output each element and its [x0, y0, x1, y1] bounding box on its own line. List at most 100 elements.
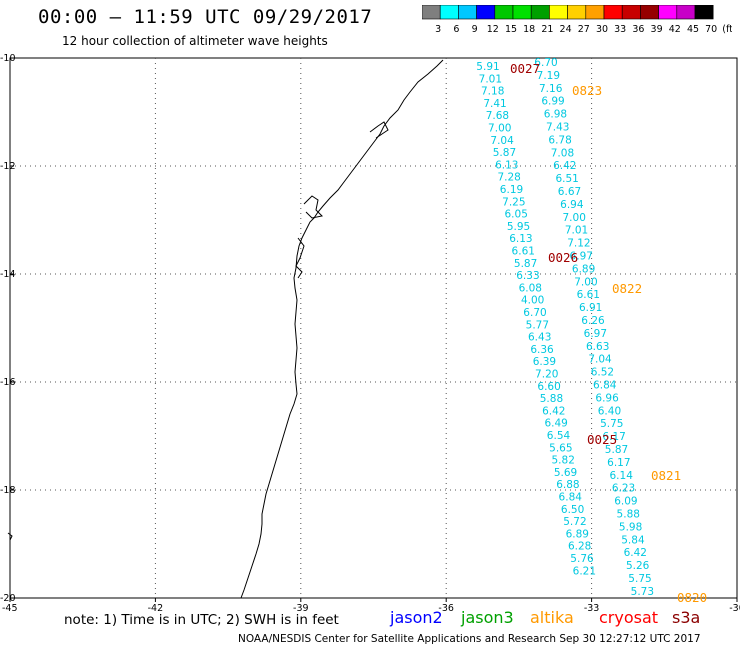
track-a-value: 6.43: [528, 332, 551, 344]
track-a-value: 7.18: [481, 86, 504, 98]
track-a-value: 6.89: [566, 528, 589, 540]
track-a-value: 6.13: [495, 159, 518, 171]
track-a-value: 6.19: [500, 184, 523, 196]
track-b-value: 6.61: [577, 289, 600, 301]
lon-tick-label: -42: [148, 603, 164, 614]
altika-pass-label: 0822: [612, 281, 642, 296]
track-a-value: 5.82: [552, 455, 575, 467]
lon-tick-label: -33: [584, 603, 600, 614]
track-b-value: 6.42: [553, 160, 576, 172]
track-a-value: 7.04: [490, 135, 514, 147]
colorbar-label: 42: [669, 24, 681, 35]
track-b-value: 6.70: [534, 57, 557, 69]
track-a-value: 7.68: [486, 110, 509, 122]
track-a-value: 6.28: [568, 541, 591, 553]
track-a-value: 7.41: [483, 98, 506, 110]
track-b-value: 5.87: [605, 444, 628, 456]
track-b-value: 6.94: [560, 199, 584, 211]
track-a-value: 5.72: [563, 516, 586, 528]
track-b-value: 6.84: [593, 380, 617, 392]
track-b-value: 5.88: [617, 509, 640, 521]
colorbar-swatch: [694, 5, 714, 20]
track-b-value: 5.73: [631, 586, 654, 598]
colorbar-label: 12: [487, 24, 499, 35]
lat-tick-label: -16: [0, 377, 16, 388]
track-a-value: 6.84: [559, 492, 583, 504]
track-a-value: 6.21: [573, 565, 596, 577]
track-b-value: 7.01: [565, 225, 588, 237]
colorbar-label: 45: [687, 24, 699, 35]
track-b-value: 6.97: [584, 328, 607, 340]
colorbar-label: 30: [596, 24, 608, 35]
cryosat-pass-label: 0027: [510, 61, 540, 76]
track-a-value: 5.77: [526, 319, 549, 331]
track-a-value: 6.60: [537, 381, 560, 393]
track-b-value: 6.40: [598, 405, 621, 417]
track-a-value: 6.33: [516, 270, 539, 282]
island-outline: [7, 532, 13, 541]
track-b-value: 7.00: [563, 212, 586, 224]
track-a-value: 7.00: [488, 123, 511, 135]
lon-tick-label: -39: [293, 603, 309, 614]
estuary-outline: [295, 237, 305, 279]
track-b-value: 5.26: [626, 560, 650, 572]
track-b-value: 6.09: [614, 496, 637, 508]
track-a-value: 6.61: [512, 246, 535, 258]
track-a-value: 6.70: [523, 307, 546, 319]
map-subtitle: 12 hour collection of altimeter wave hei…: [62, 34, 328, 48]
track-b-value: 7.19: [537, 70, 560, 82]
track-b-value: 6.78: [548, 134, 571, 146]
bay-outline: [369, 121, 389, 139]
lon-tick-label: -45: [2, 603, 18, 614]
track-b-value: 6.51: [555, 173, 578, 185]
legend-jason2: jason2: [390, 608, 443, 627]
track-a-value: 6.49: [544, 418, 567, 430]
colorbar-label: 9: [472, 24, 478, 35]
colorbar-label: 33: [614, 24, 626, 35]
track-a-value: 5.88: [540, 393, 563, 405]
track-b-value: 6.63: [586, 341, 609, 353]
track-a-value: 4.00: [521, 295, 544, 307]
track-a-value: 6.42: [542, 405, 565, 417]
lat-tick-label: -14: [0, 269, 16, 280]
colorbar-label: (ft): [722, 24, 732, 35]
track-b-value: 6.98: [544, 109, 567, 121]
track-b-value: 6.97: [570, 251, 593, 263]
track-a-value: 7.20: [535, 369, 558, 381]
track-a-value: 6.13: [509, 233, 532, 245]
colorbar-label: 27: [578, 24, 590, 35]
track-a-value: 5.91: [476, 61, 499, 73]
track-b-value: 6.99: [541, 96, 564, 108]
colorbar-label: 3: [435, 24, 441, 35]
track-a-value: 6.54: [547, 430, 571, 442]
track-b-value: 6.89: [572, 263, 595, 275]
track-b-value: 7.04: [588, 354, 612, 366]
track-a-value: 6.36: [530, 344, 554, 356]
track-a-value: 5.87: [493, 147, 516, 159]
track-b-value: 6.67: [558, 186, 581, 198]
colorbar-label: 18: [523, 24, 535, 35]
track-b-value: 5.75: [628, 573, 651, 585]
colorbar-label: 6: [453, 24, 459, 35]
track-a-value: 6.05: [505, 209, 528, 221]
track-b-value: 6.17: [607, 457, 630, 469]
altika-pass-label: 0821: [651, 468, 681, 483]
track-a-value: 6.08: [519, 282, 542, 294]
track-b-value: 6.23: [612, 483, 635, 495]
track-a-value: 7.25: [502, 196, 525, 208]
track-b-value: 7.08: [551, 147, 574, 159]
track-b-value: 6.52: [591, 367, 614, 379]
legend-cryosat: cryosat: [599, 608, 659, 627]
cryosat-pass-label: 0026: [548, 250, 578, 265]
colorbar-label: 39: [651, 24, 663, 35]
lat-tick-label: -20: [0, 593, 16, 604]
map-frame: [9, 57, 738, 599]
legend-jason3: jason3: [461, 608, 514, 627]
track-b-value: 7.43: [546, 122, 569, 134]
lat-tick-label: -12: [0, 161, 16, 172]
track-a-value: 5.87: [514, 258, 537, 270]
track-b-value: 7.00: [574, 276, 597, 288]
colorbar-label: 70: [705, 24, 717, 35]
